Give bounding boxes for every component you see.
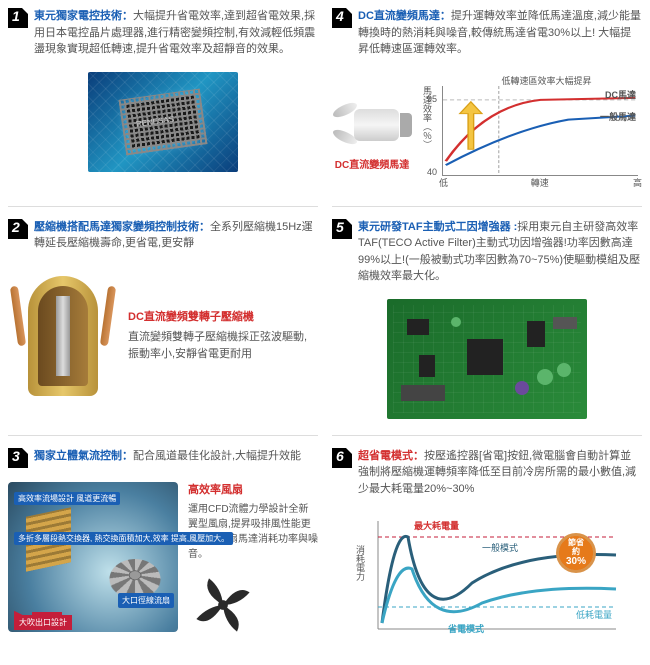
- motor-label: DC直流變頻馬達: [335, 156, 409, 171]
- chip-image: RENESAS: [88, 72, 238, 172]
- pcb-image: [387, 299, 587, 419]
- feature-number-5: 5: [332, 219, 352, 239]
- airflow-image: 高效率流場設計 風道更流暢 多折多層段熱交換器, 熱交換面積加大,效率 提高,風…: [8, 482, 178, 632]
- legend-dc: DC馬達: [605, 88, 636, 101]
- af-out-label: 大吹出口設計: [14, 615, 72, 630]
- feature-number-3: 3: [8, 448, 28, 468]
- feature-3: 3 獨家立體氣流控制：配合風道最佳化設計,大幅提升效能 高效率流場設計 風道更流…: [8, 448, 318, 658]
- feature-1-title: 東元獨家電控技術：: [34, 10, 133, 22]
- chart6-low: 低耗電量: [576, 608, 612, 621]
- feature-5-text: 東元研發TAF主動式工因增強器 :採用東元自主研發高效率TAF(TECO Act…: [358, 219, 642, 285]
- feature-2-sub-title: DC直流變頻雙轉子壓縮機: [128, 309, 318, 326]
- feature-3-title: 獨家立體氣流控制：: [34, 450, 133, 462]
- feature-4-title: DC直流變頻馬達：: [358, 10, 451, 22]
- feature-4: 4 DC直流變頻馬達：提升運轉效率並降低馬達溫度,減少能量轉換時的熱消耗與噪音,…: [332, 8, 642, 207]
- feature-number-1: 1: [8, 8, 28, 28]
- feature-2-title: 壓縮機搭配馬達獨家變頻控制技術：: [34, 221, 210, 233]
- compressor-image: [8, 266, 118, 406]
- af-label-2: 多折多層段熱交換器, 熱交換面積加大,效率 提高,風壓加大。: [14, 532, 233, 546]
- feature-number-2: 2: [8, 219, 28, 239]
- chip-label: RENESAS: [135, 114, 174, 128]
- feature-3-side-title: 高效率風扇: [188, 482, 318, 499]
- chart6-save: 省電模式: [448, 622, 484, 635]
- chart6-ylabel: 消耗電力: [354, 545, 367, 581]
- feature-2: 2 壓縮機搭配馬達獨家變頻控制技術：全系列壓縮機15Hz運轉延長壓縮機壽命,更省…: [8, 219, 318, 436]
- fan-blade-icon: [188, 570, 258, 640]
- efficiency-chart: 低轉速區效率大幅提昇 馬達效率（％） 95 40 低 轉速: [442, 86, 638, 176]
- chart6-normal: 一般模式: [482, 541, 518, 554]
- power-chart: 消耗電力 最大耗電量 一般模式 省電模式 低耗電量 節省 約 30%: [352, 511, 622, 641]
- feature-2-text: 壓縮機搭配馬達獨家變頻控制技術：全系列壓縮機15Hz運轉延長壓縮機壽命,更省電,…: [34, 219, 318, 252]
- af-label-3: 大口徑線流扇: [118, 593, 174, 608]
- feature-6-text: 超省電模式：按壓遙控器[省電]按鈕,微電腦會自動計算並強制將壓縮機運轉頻率降低至…: [358, 448, 642, 498]
- feature-5: 5 東元研發TAF主動式工因增強器 :採用東元自主研發高效率TAF(TECO A…: [332, 219, 642, 436]
- feature-6: 6 超省電模式：按壓遙控器[省電]按鈕,微電腦會自動計算並強制將壓縮機運轉頻率降…: [332, 448, 642, 658]
- feature-number-6: 6: [332, 448, 352, 468]
- feature-1-text: 東元獨家電控技術：大幅提升省電效率,達到超省電效果,採用日本電控晶片處理器,進行…: [34, 8, 318, 58]
- feature-3-text: 獨家立體氣流控制：配合風道最佳化設計,大幅提升效能: [34, 448, 318, 465]
- feature-2-sub-body: 直流變頻雙轉子壓縮機採正弦波驅動,振動率小,安靜省電更耐用: [128, 329, 318, 362]
- af-label-1: 高效率流場設計 風道更流暢: [14, 492, 120, 506]
- feature-1: 1 東元獨家電控技術：大幅提升省電效率,達到超省電效果,採用日本電控晶片處理器,…: [8, 8, 318, 207]
- savings-badge: 節省 約 30%: [556, 533, 596, 573]
- feature-4-text: DC直流變頻馬達：提升運轉效率並降低馬達溫度,減少能量轉換時的熱消耗與噪音,較傳…: [358, 8, 642, 58]
- feature-5-title: 東元研發TAF主動式工因增強器 :: [358, 221, 517, 233]
- chart6-max: 最大耗電量: [414, 519, 459, 532]
- feature-number-4: 4: [332, 8, 352, 28]
- motor-image: [332, 91, 412, 156]
- feature-6-title: 超省電模式：: [358, 450, 424, 462]
- feature-3-body: 配合風道最佳化設計,大幅提升效能: [133, 450, 301, 462]
- legend-normal: 一般馬達: [600, 110, 636, 123]
